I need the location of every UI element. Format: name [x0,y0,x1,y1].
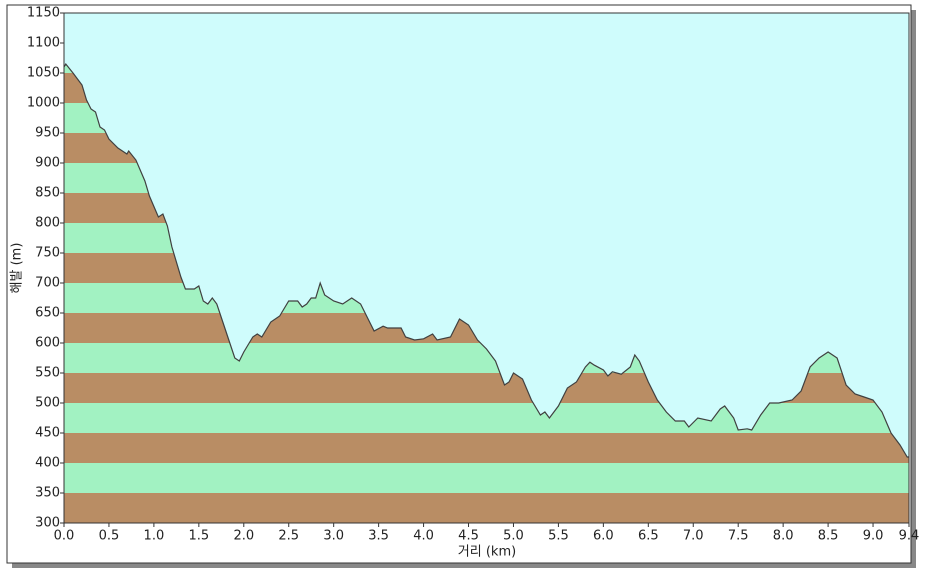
x-tick-label: 2.0 [233,529,254,544]
band [64,433,909,463]
y-tick-label: 650 [35,306,60,321]
x-tick-label: 1.0 [144,529,165,544]
x-axis-label: 거리 (km) [458,545,516,560]
x-tick-label: 0.5 [99,529,120,544]
y-tick-label: 900 [35,156,60,171]
y-tick-label: 1100 [27,36,60,51]
y-tick-label: 300 [35,516,60,531]
x-tick-label: 8.5 [818,529,839,544]
y-tick-label: 850 [35,186,60,201]
band [64,463,909,493]
x-tick-label: 9.0 [863,529,884,544]
x-tick-label: 6.0 [593,529,614,544]
plot-border [63,12,910,524]
x-tick-label: 4.5 [458,529,479,544]
x-tick-label: 7.0 [683,529,704,544]
y-tick-label: 400 [35,456,60,471]
elevation-line [63,62,909,458]
y-tick-label: 350 [35,486,60,501]
y-tick-label: 800 [35,216,60,231]
x-tick-label: 3.0 [323,529,344,544]
y-tick-label: 450 [35,426,60,441]
x-tick-label: 2.5 [278,529,299,544]
band [64,403,909,433]
y-tick-label: 1050 [27,66,60,81]
x-tick-label: 1.5 [188,529,209,544]
y-tick-label: 700 [35,276,60,291]
y-tick-label: 750 [35,246,60,261]
y-tick-label: 950 [35,126,60,141]
x-tick-label: 0.0 [54,529,75,544]
x-tick-label: 8.0 [773,529,794,544]
x-tick-label: 3.5 [368,529,389,544]
y-axis-label: 해발 (m) [10,243,25,294]
x-tick-label: 4.0 [413,529,434,544]
band [64,493,909,523]
y-tick-label: 550 [35,366,60,381]
x-tick-label: 9.4 [899,529,920,544]
y-tick-label: 600 [35,336,60,351]
y-tick-label: 500 [35,396,60,411]
x-tick-label: 5.5 [548,529,569,544]
y-tick-label: 1150 [27,6,60,21]
x-tick-label: 7.5 [728,529,749,544]
x-tick-label: 6.5 [638,529,659,544]
x-tick-label: 5.0 [503,529,524,544]
y-tick-label: 1000 [27,96,60,111]
